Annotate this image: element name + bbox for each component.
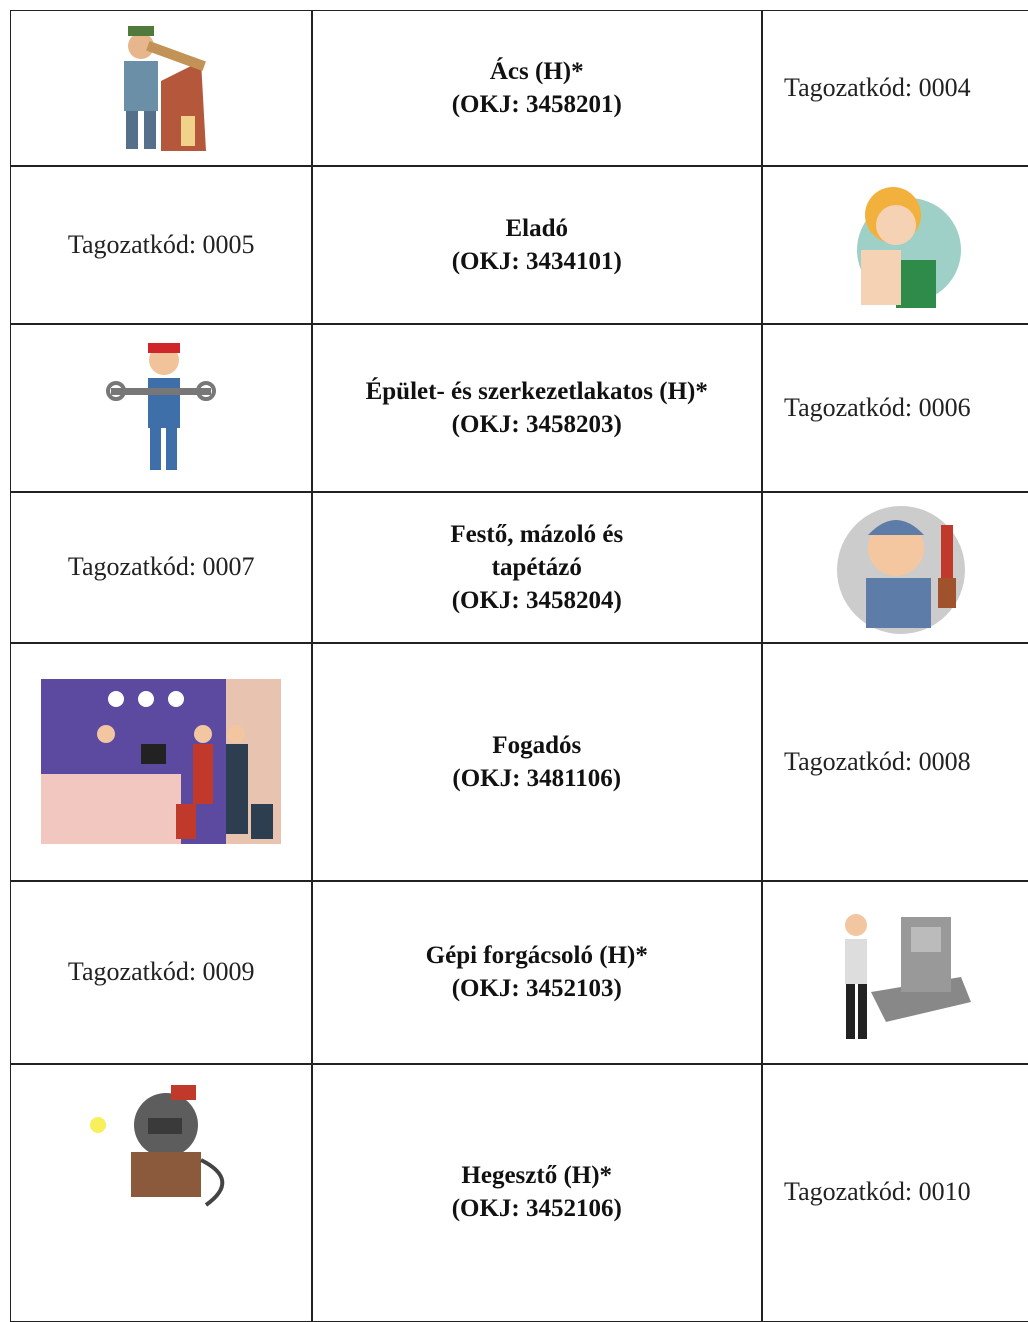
- section-code: Tagozatkód: 0007: [67, 552, 255, 582]
- okj-code: (OKJ: 3458203): [451, 410, 622, 438]
- okj-code: (OKJ: 3452103): [451, 975, 622, 1003]
- section-code: Tagozatkód: 0004: [784, 73, 971, 103]
- illustration: [831, 897, 972, 1047]
- illustration-cell: [10, 10, 313, 167]
- profession: Fogadós (OKJ: 3481106): [452, 729, 621, 795]
- profession-title: Eladó: [505, 214, 569, 242]
- profession-cell: Festő, mázoló és tapétázó (OKJ: 3458204): [311, 491, 763, 644]
- profession-title: Hegesztő (H)*: [461, 1162, 613, 1190]
- profession-title: Ács (H)*: [489, 58, 584, 86]
- okj-code: (OKJ: 3481106): [452, 764, 622, 792]
- profession: Festő, mázoló és tapétázó (OKJ: 3458204): [417, 518, 657, 617]
- section-code: Tagozatkód: 0008: [784, 746, 971, 776]
- illustration: [826, 500, 976, 635]
- profession-cell: Eladó (OKJ: 3434101): [311, 165, 763, 325]
- profession-cell: Fogadós (OKJ: 3481106): [311, 642, 763, 882]
- section-code-cell: Tagozatkód: 0009: [10, 880, 313, 1065]
- section-code-cell: Tagozatkód: 0006: [761, 323, 1028, 493]
- okj-code: (OKJ: 3458201): [451, 91, 622, 119]
- illustration-cell: [761, 165, 1028, 325]
- illustration-cell: [761, 491, 1028, 644]
- profession-cell: Hegesztő (H)* (OKJ: 3452106): [311, 1063, 763, 1322]
- profession-title: Festő, mázoló és tapétázó: [450, 520, 624, 581]
- okj-code: (OKJ: 3434101): [451, 247, 622, 275]
- section-code: Tagozatkód: 0009: [67, 957, 255, 987]
- section-code: Tagozatkód: 0005: [67, 229, 255, 259]
- profession-title: Gépi forgácsoló (H)*: [425, 942, 648, 970]
- illustration: [841, 170, 962, 320]
- profession-cell: Gépi forgácsoló (H)* (OKJ: 3452103): [311, 880, 763, 1065]
- okj-code: (OKJ: 3452106): [451, 1195, 622, 1223]
- section-code-cell: Tagozatkód: 0007: [10, 491, 313, 644]
- profession-title: Épület- és szerkezetlakatos (H)*: [365, 377, 708, 405]
- profession-title: Fogadós: [492, 731, 582, 759]
- illustration: [106, 21, 216, 156]
- profession: Épület- és szerkezetlakatos (H)* (OKJ: 34…: [366, 375, 708, 441]
- section-code-cell: Tagozatkód: 0005: [10, 165, 313, 325]
- illustration: [41, 679, 282, 845]
- illustration-cell: [10, 642, 313, 882]
- profession-cell: Ács (H)* (OKJ: 3458201): [311, 10, 763, 167]
- profession: Eladó (OKJ: 3434101): [452, 212, 622, 278]
- illustration-cell: [10, 323, 313, 493]
- profession-cell: Épület- és szerkezetlakatos (H)* (OKJ: 34…: [311, 323, 763, 493]
- illustration-cell: [10, 1063, 313, 1322]
- illustration-cell: [761, 880, 1028, 1065]
- illustration: [76, 1080, 246, 1215]
- profession: Ács (H)* (OKJ: 3458201): [452, 55, 622, 121]
- illustration: [106, 338, 217, 478]
- section-code-cell: Tagozatkód: 0004: [761, 10, 1028, 167]
- section-code-cell: Tagozatkód: 0010: [761, 1063, 1028, 1322]
- section-code: Tagozatkód: 0006: [784, 392, 971, 422]
- section-code: Tagozatkód: 0010: [784, 1177, 971, 1207]
- okj-code: (OKJ: 3458204): [451, 586, 622, 614]
- profession: Hegesztő (H)* (OKJ: 3452106): [452, 1159, 622, 1225]
- profession: Gépi forgácsoló (H)* (OKJ: 3452103): [426, 939, 648, 1005]
- section-code-cell: Tagozatkód: 0008: [761, 642, 1028, 882]
